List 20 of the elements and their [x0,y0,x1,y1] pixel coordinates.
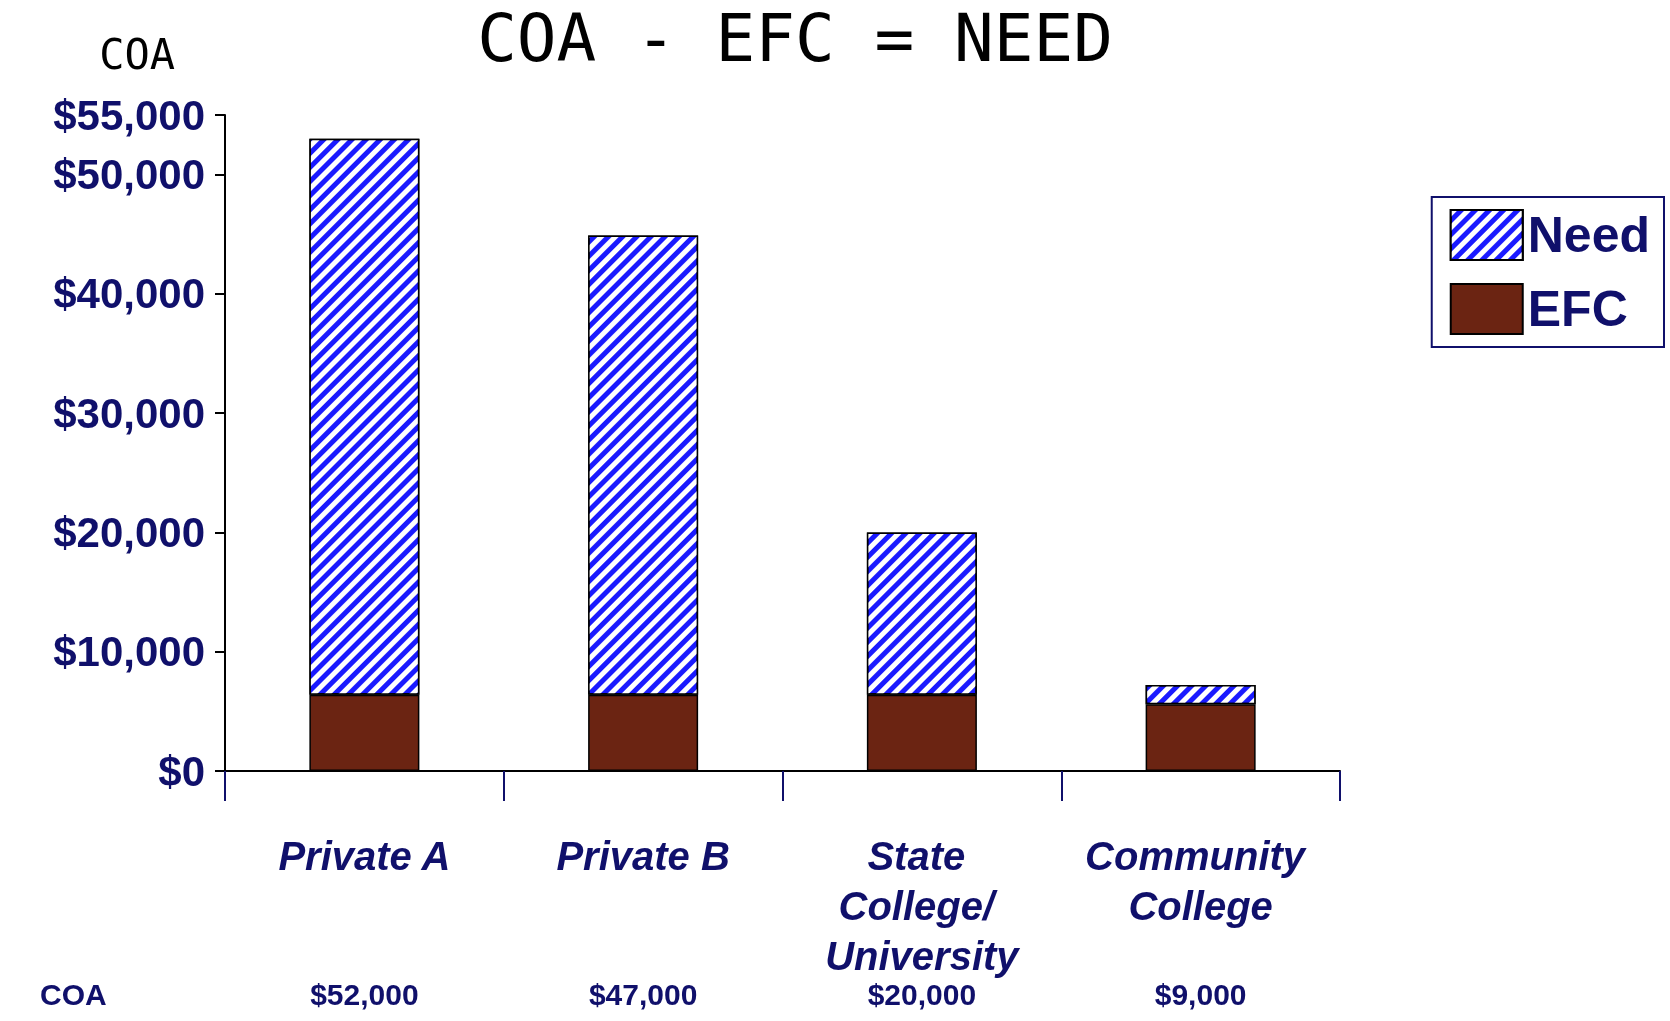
x-tick-label: Private B [556,834,730,878]
x-tick-label: Community College [1085,834,1317,928]
legend-label: EFC [1527,281,1628,337]
text: COA [40,977,107,1011]
chart-title: COA - EFC = NEED [477,0,1113,77]
text: $47,000 [588,977,698,1011]
y-tick-label: $55,000 [53,91,205,139]
text: $20,000 [867,977,977,1011]
y-tick-label: $30,000 [53,389,205,437]
x-tick-label: Private A [278,834,451,878]
y-tick-label: $50,000 [53,151,205,199]
y-axis-title: COA [99,29,175,79]
x-tick-label: State College/ University [825,834,1021,978]
text: $9,000 [1154,977,1247,1011]
y-tick-label: $0 [158,747,205,795]
legend-label: Need [1527,207,1650,263]
y-tick-label: $20,000 [53,508,205,556]
y-tick-label: $40,000 [53,270,205,318]
text: $52,000 [310,977,419,1011]
y-tick-label: $10,000 [53,628,205,676]
